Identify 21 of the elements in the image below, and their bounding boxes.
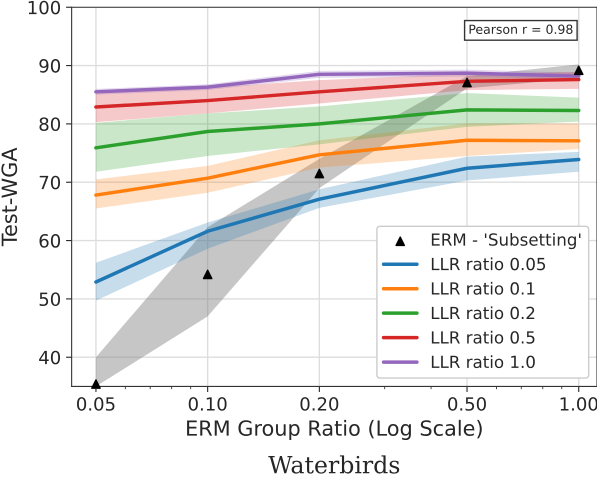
legend-label: LLR ratio 0.05 xyxy=(432,257,546,270)
annotation: Pearson r = 0.98 xyxy=(470,24,573,34)
x-tick-label: 0.05 xyxy=(77,397,114,411)
legend-label: LLR ratio 1.0 xyxy=(432,355,535,368)
x-axis-title: ERM Group Ratio (Log Scale) xyxy=(187,420,482,440)
y-tick-label: 60 xyxy=(40,234,60,248)
y-tick-label: 80 xyxy=(39,117,60,132)
legend-label: LLR ratio 0.1 xyxy=(432,282,534,295)
x-tick-label: 0.20 xyxy=(300,397,338,411)
y-tick-label: 70 xyxy=(40,176,60,190)
x-tick-label: 0.50 xyxy=(448,397,486,411)
y-tick-label: 40 xyxy=(39,350,60,364)
x-tick-label: 0.10 xyxy=(188,397,227,411)
y-tick-label: 100 xyxy=(28,0,60,14)
legend-label: LLR ratio 0.2 xyxy=(432,306,534,320)
y-tick-label: 50 xyxy=(40,292,60,306)
legend-label: LLR ratio 0.5 xyxy=(432,330,534,344)
text: Waterbirds xyxy=(268,455,400,474)
legend-label: ERM - 'Subsetting' xyxy=(432,232,580,250)
y-tick-label: 90 xyxy=(39,59,60,73)
y-axis-title: Test-WGA xyxy=(1,148,18,246)
